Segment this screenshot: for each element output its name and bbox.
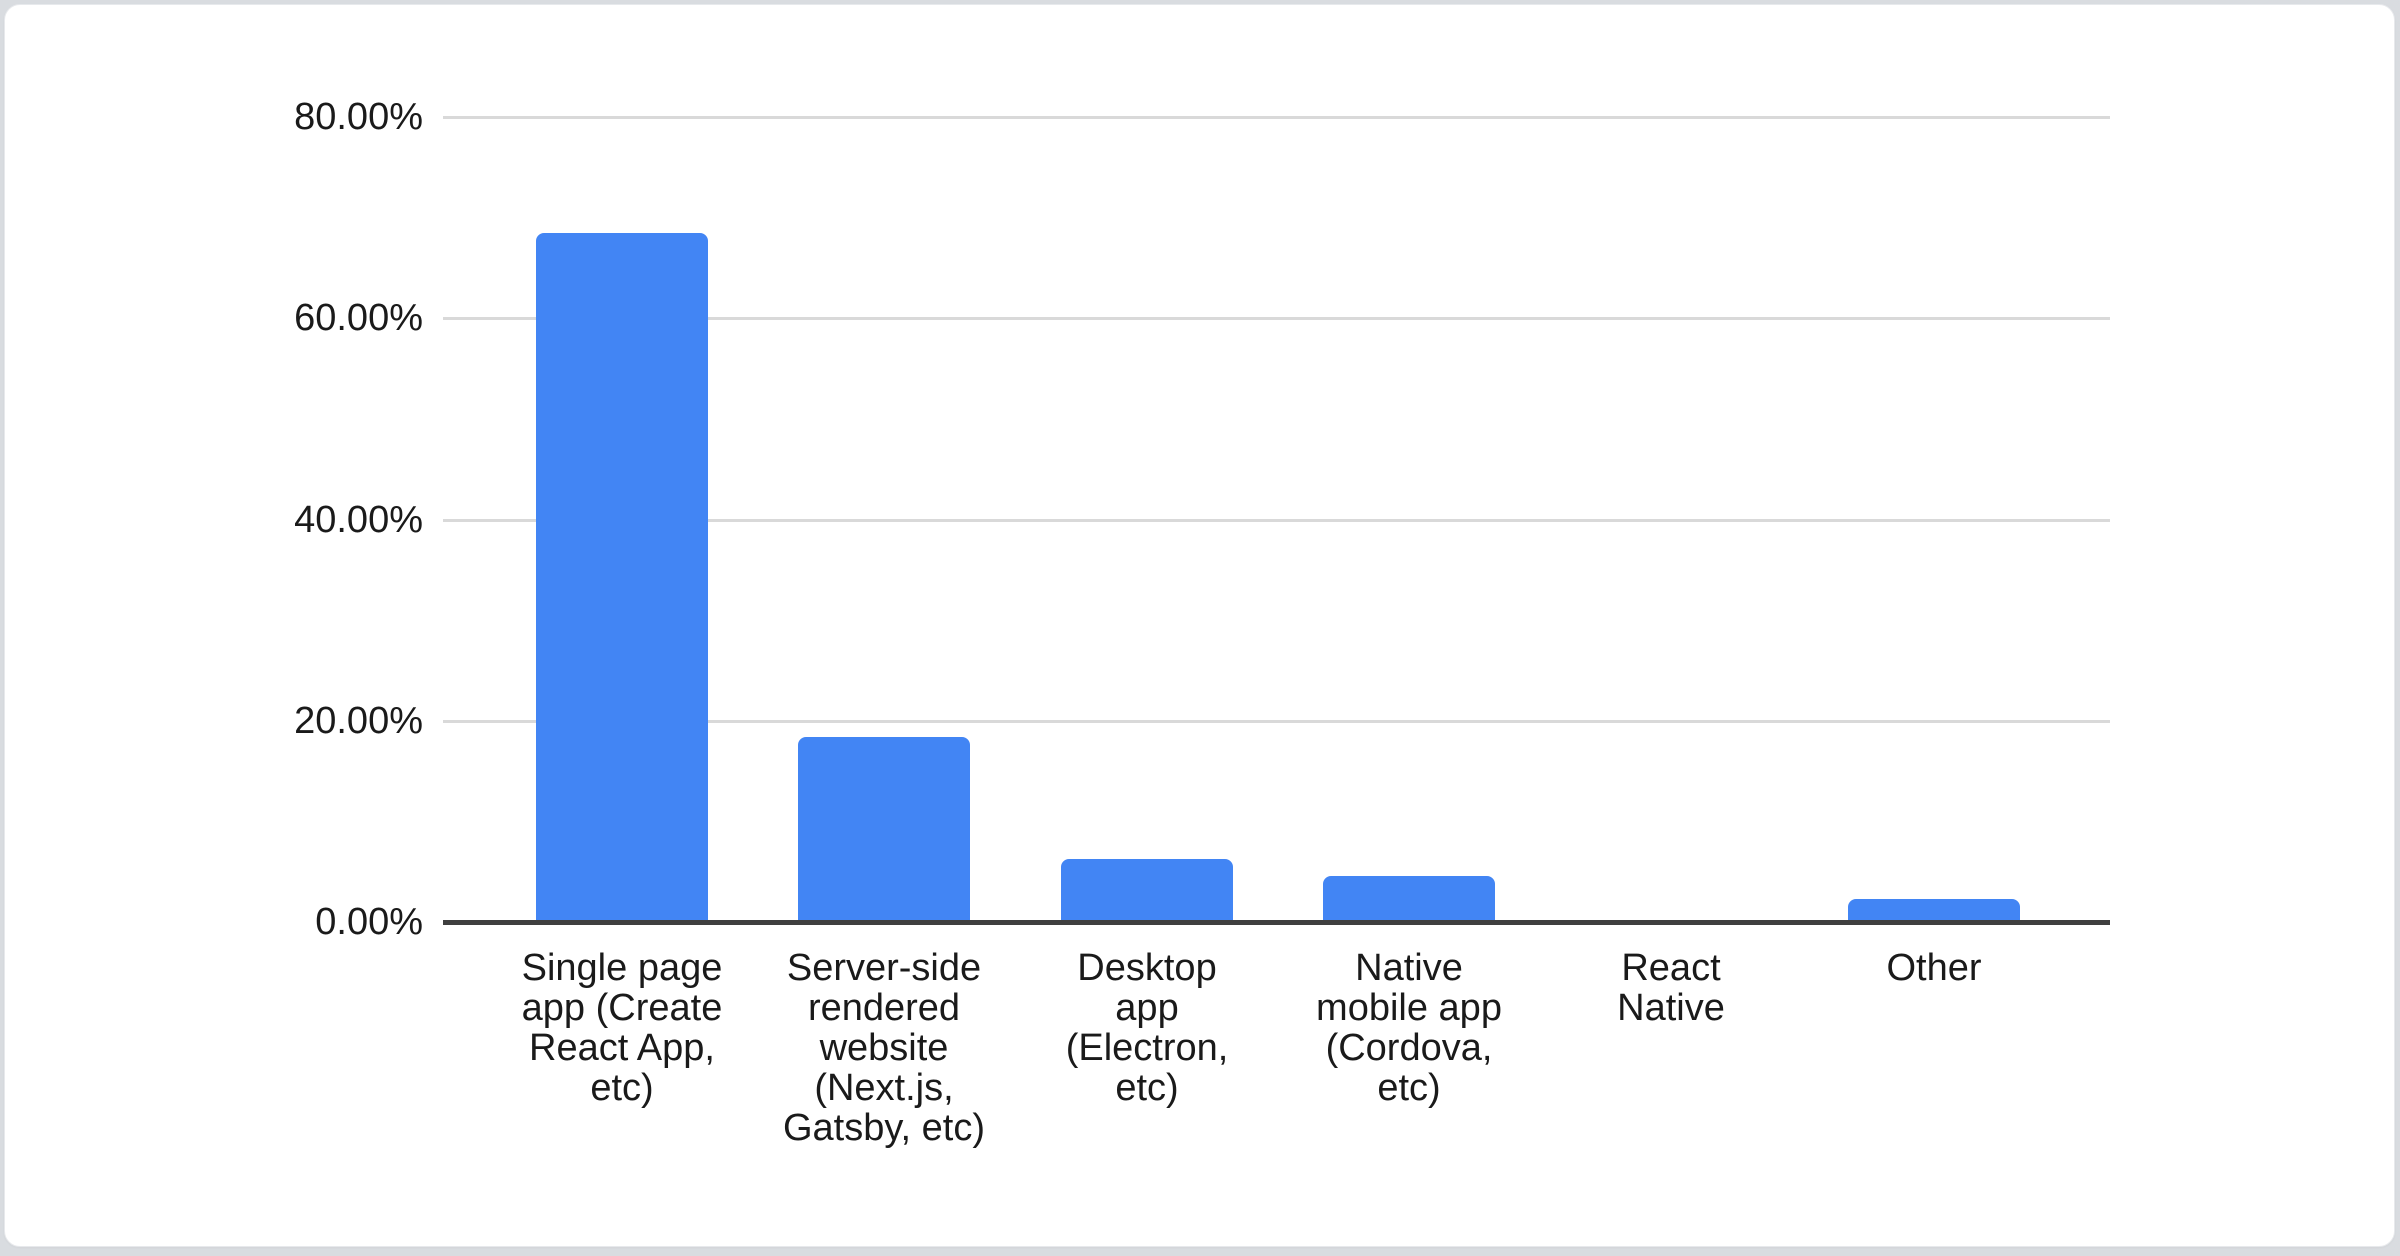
bar <box>536 233 708 922</box>
bar <box>1323 876 1495 922</box>
y-axis-tick-label: 80.00% <box>294 96 423 138</box>
gridline <box>443 317 2110 321</box>
gridline <box>443 719 2110 723</box>
bar <box>1848 899 2020 922</box>
y-axis-tick-label: 20.00% <box>294 699 423 742</box>
y-axis-tick-label: 40.00% <box>294 498 423 541</box>
x-axis-line <box>443 920 2110 925</box>
x-axis-category-label: Desktop app (Electron, etc) <box>1065 947 1229 1109</box>
y-axis-tick-label: 0.00% <box>315 901 423 943</box>
bar <box>798 737 970 922</box>
x-axis-category-label: Single page app (Create React App, etc) <box>521 947 723 1109</box>
y-axis-tick-label: 60.00% <box>294 297 423 340</box>
bar <box>1061 859 1233 922</box>
gridline <box>443 116 2110 119</box>
x-axis-category-label: Native mobile app (Cordova, etc) <box>1316 947 1502 1109</box>
chart-card <box>4 4 2395 1247</box>
x-axis-category-label: Server-side rendered website (Next.js, Gatsb… <box>782 947 986 1149</box>
gridline <box>443 518 2110 522</box>
x-axis-category-label: React Native <box>1617 947 1725 1029</box>
x-axis-category-label: Other <box>1886 947 1982 989</box>
